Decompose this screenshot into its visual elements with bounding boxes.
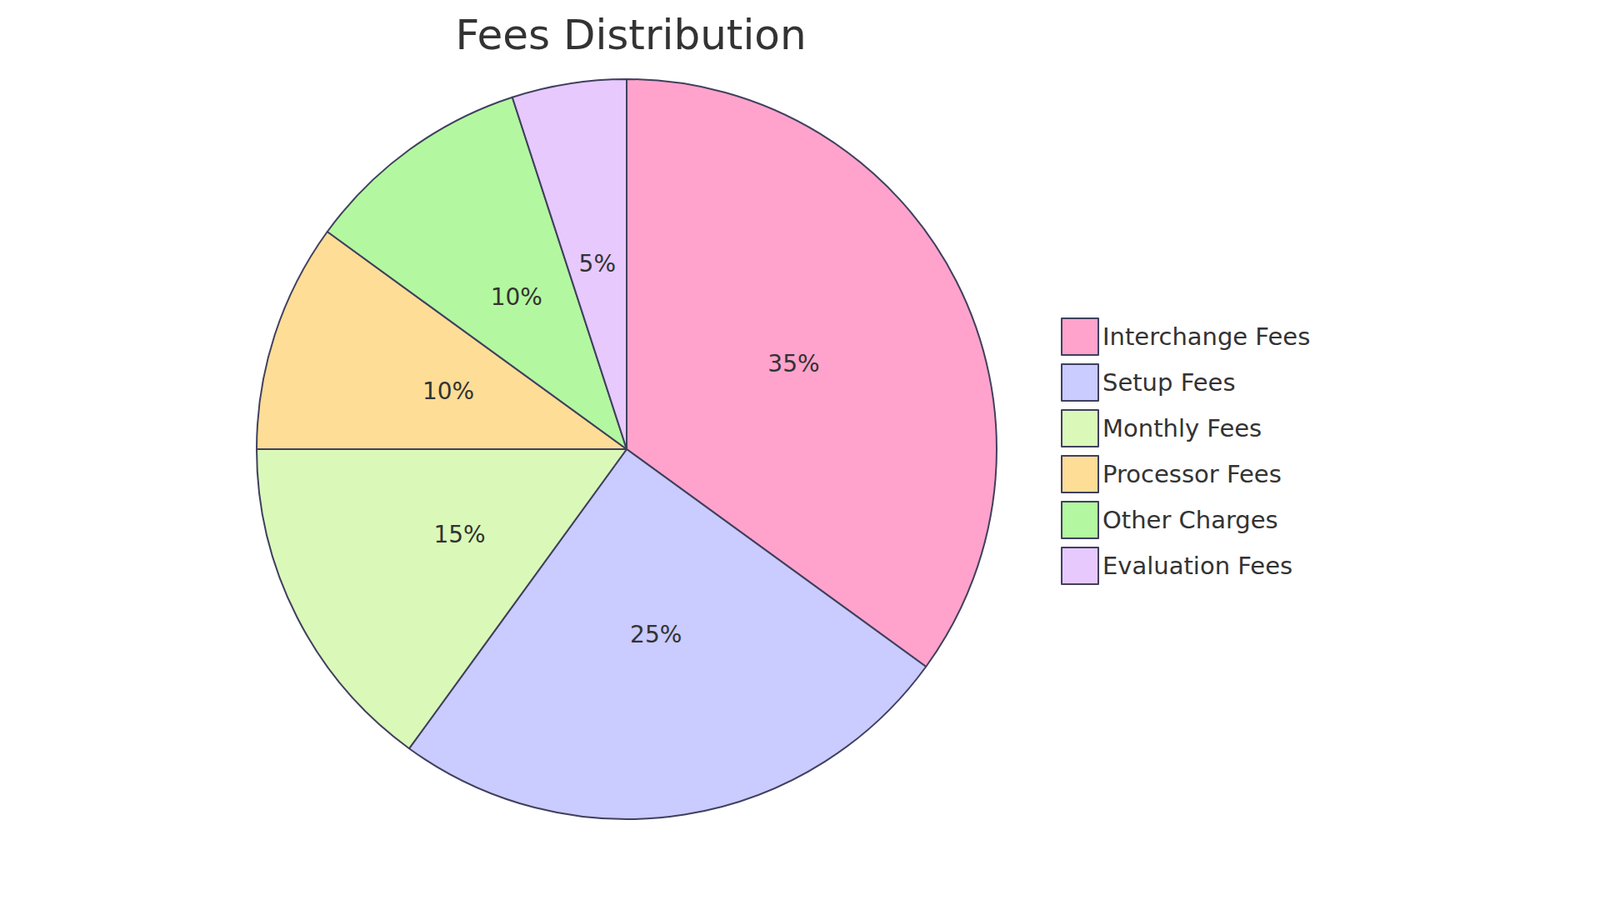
svg-text:Monthly Fees: Monthly Fees bbox=[1102, 414, 1262, 443]
svg-text:10%: 10% bbox=[422, 377, 475, 405]
svg-text:Evaluation Fees: Evaluation Fees bbox=[1102, 551, 1293, 580]
svg-text:Fees Distribution: Fees Distribution bbox=[455, 10, 806, 60]
svg-text:Processor Fees: Processor Fees bbox=[1102, 460, 1282, 489]
svg-text:15%: 15% bbox=[433, 520, 485, 549]
svg-text:Setup Fees: Setup Fees bbox=[1102, 368, 1236, 397]
svg-text:25%: 25% bbox=[630, 620, 682, 649]
svg-text:5%: 5% bbox=[579, 250, 616, 278]
svg-text:35%: 35% bbox=[767, 350, 820, 378]
svg-text:Interchange Fees: Interchange Fees bbox=[1102, 322, 1310, 351]
svg-text:10%: 10% bbox=[490, 283, 543, 311]
svg-text:Other Charges: Other Charges bbox=[1102, 505, 1279, 535]
